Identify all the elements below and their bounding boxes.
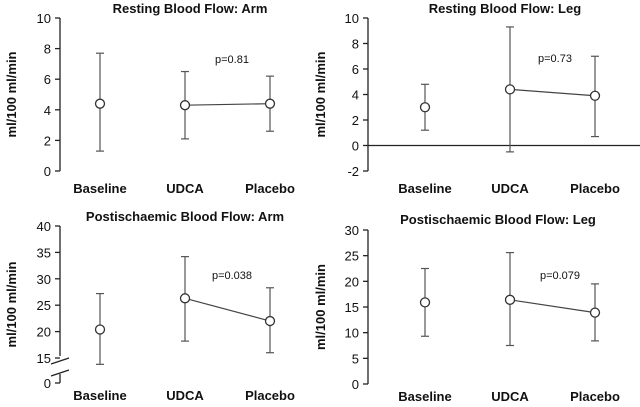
axis-break-mark	[50, 369, 70, 377]
y-axis-label: ml/100 ml/min	[4, 51, 19, 137]
y-tick-label: 2	[352, 113, 359, 128]
data-point	[419, 102, 431, 113]
data-point	[264, 315, 276, 327]
y-tick-label: 25	[37, 298, 51, 313]
y-tick-label: 10	[345, 326, 359, 341]
p-value-annotation: p=0.079	[540, 270, 580, 282]
data-point	[589, 90, 601, 101]
y-tick-label: -2	[347, 164, 359, 179]
y-tick-label: 25	[345, 249, 359, 264]
panel-postischaemic-leg: Postischaemic Blood Flow: Leg 0 5 10 15 20 25 3…	[313, 212, 620, 404]
x-category-label: UDCA	[491, 181, 529, 196]
x-category-label: Baseline	[73, 388, 126, 403]
y-tick-label: 5	[352, 351, 359, 366]
y-tick-label: 15	[37, 351, 51, 366]
y-tick-label: 0	[44, 164, 51, 179]
x-category-label: Placebo	[570, 389, 620, 404]
y-tick-label: 4	[44, 103, 51, 118]
y-axis-label: ml/100 ml/min	[313, 264, 328, 350]
p-value-annotation: p=0.038	[212, 270, 252, 282]
x-category-label: Baseline	[73, 181, 126, 196]
y-tick-label: 0	[352, 377, 359, 392]
connecting-line	[184, 297, 271, 322]
connecting-line	[184, 103, 271, 106]
y-tick-label: 30	[345, 223, 359, 238]
y-tick-label: 40	[37, 219, 51, 234]
y-tick-label: 0	[44, 376, 51, 391]
x-category-label: Baseline	[398, 181, 451, 196]
data-point	[504, 84, 516, 95]
connecting-line	[509, 299, 596, 314]
x-category-label: UDCA	[491, 389, 529, 404]
y-tick-label: 30	[37, 272, 51, 287]
x-category-label: UDCA	[166, 181, 204, 196]
data-point	[94, 324, 106, 335]
data-point	[264, 98, 276, 109]
y-axis-label: ml/100 ml/min	[313, 51, 328, 137]
x-category-label: Placebo	[570, 181, 620, 196]
y-axis-label: ml/100 ml/min	[4, 261, 19, 347]
axis-break-mark	[50, 357, 70, 365]
y-tick-label: 8	[44, 42, 51, 57]
x-category-label: Placebo	[245, 388, 295, 403]
y-tick-label: 2	[44, 133, 51, 148]
panel-resting-leg: Resting Blood Flow: Leg -2 0 2 4 6 8 10 ml/100 m…	[313, 1, 640, 196]
y-tick-label: 10	[345, 11, 359, 26]
p-value-annotation: p=0.81	[215, 54, 249, 66]
data-point	[94, 98, 106, 109]
chart-title: Postischaemic Blood Flow: Leg	[400, 212, 596, 227]
data-point	[504, 294, 516, 305]
y-tick-label: 4	[352, 88, 359, 103]
p-value-annotation: p=0.73	[538, 53, 572, 65]
y-tick-label: 6	[352, 62, 359, 77]
x-category-label: UDCA	[166, 388, 204, 403]
chart-title: Postischaemic Blood Flow: Arm	[86, 209, 284, 224]
panel-resting-arm: Resting Blood Flow: Arm 0 2 4 6 8 10 ml/100 ml/…	[4, 1, 295, 196]
y-tick-label: 20	[345, 274, 359, 289]
y-tick-label: 20	[37, 325, 51, 340]
x-category-label: Placebo	[245, 181, 295, 196]
y-tick-label: 0	[352, 139, 359, 154]
chart-title: Resting Blood Flow: Arm	[113, 1, 268, 16]
x-category-label: Baseline	[398, 389, 451, 404]
data-point	[179, 293, 191, 304]
y-tick-label: 8	[352, 37, 359, 52]
y-tick-label: 10	[37, 11, 51, 26]
data-point	[589, 307, 601, 318]
connecting-line	[509, 88, 596, 97]
data-point	[179, 100, 191, 111]
y-tick-label: 35	[37, 245, 51, 260]
data-point	[419, 297, 431, 308]
chart-title: Resting Blood Flow: Leg	[429, 1, 581, 16]
y-tick-label: 6	[44, 72, 51, 87]
y-tick-label: 15	[345, 300, 359, 315]
panel-postischaemic-arm: Postischaemic Blood Flow: Arm 0 15 20 25 30 35…	[4, 209, 295, 403]
